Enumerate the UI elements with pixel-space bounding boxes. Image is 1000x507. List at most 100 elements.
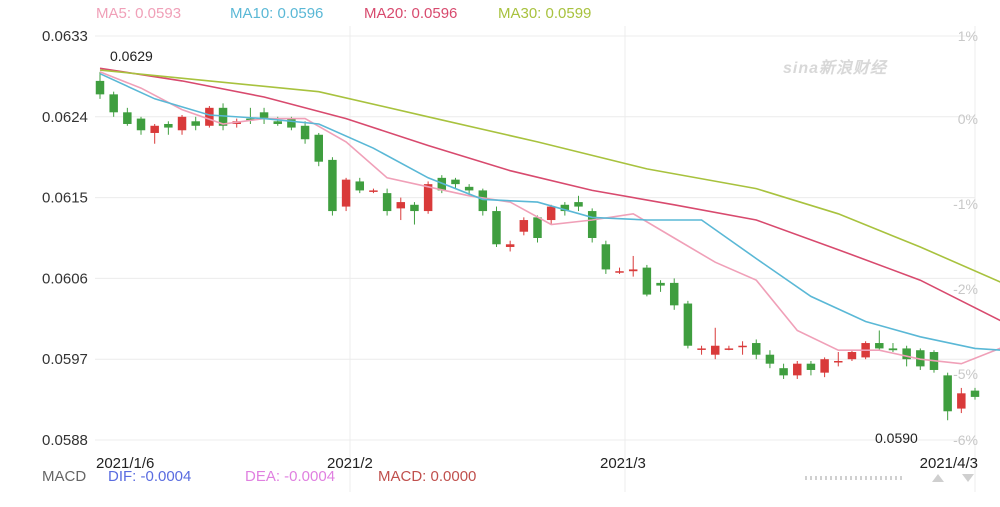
candle-body [218,107,228,126]
candle-body [123,112,132,124]
line-ma30 [99,69,1000,283]
candle-body [273,121,282,124]
candle-body [752,343,761,355]
line-ma20 [99,67,1000,322]
scroll-dot [885,476,887,480]
line-ma10 [99,72,1000,351]
candle-body [164,123,173,128]
scroll-dot [830,476,832,480]
candle-body [847,352,857,360]
percent-tick-label: 0% [958,111,978,127]
candle-body [136,118,146,131]
candle-body [341,179,351,207]
candle-body [560,204,570,212]
scroll-dot [870,476,872,480]
scroll-dot [815,476,817,480]
candle-body [150,125,159,133]
scroll-dot [875,476,877,480]
macd-dea-label: DEA: -0.0004 [245,468,336,485]
scroll-dot [840,476,842,480]
scroll-dot [835,476,837,480]
candle-body [710,345,720,355]
candle-body [724,348,734,350]
candle-body [628,269,638,272]
candle-body [957,393,966,409]
scroll-dot [880,476,882,480]
candle-body [642,267,652,295]
candle-body [806,363,816,370]
candle-body [191,121,200,126]
candle-body [369,190,378,192]
macd-title: MACD [42,468,87,485]
candle-body [328,159,337,212]
moving-average-lines [99,67,1000,365]
candle-body [546,206,556,221]
candle-body [656,282,665,286]
candle-body [355,181,365,191]
candle-body [396,202,406,209]
candle-body [820,359,829,373]
candle-body [410,204,419,212]
y-tick-label: 0.0624 [42,109,88,126]
candle-body [300,125,310,140]
chart-grid [95,26,976,492]
candle-body [875,343,884,349]
high-annotation: 0.0629 [110,48,153,64]
scroll-dot [805,476,807,480]
candle-body [533,217,542,238]
percent-tick-label: -5% [953,366,978,382]
candle-body [970,390,980,397]
candle-body [246,118,255,121]
candle-body [287,118,296,128]
candle-body [437,177,447,191]
scroll-dot [895,476,897,480]
y-tick-label: 0.0633 [42,28,88,45]
candle-body [478,190,488,212]
candle-body [519,220,529,232]
y-tick-label: 0.0597 [42,351,88,368]
candle-body [382,193,392,212]
candle-body [738,345,747,348]
line-ma5 [99,71,1000,365]
candle-body [205,107,214,126]
x-tick-label: 2021/1/6 [96,455,154,472]
candle-body [492,211,501,245]
percent-tick-label: 1% [958,28,978,44]
candle-body [615,271,624,273]
x-tick-label: 2021/4/3 [920,455,978,472]
legend-ma5: MA5: 0.0593 [96,5,182,22]
scroll-dot [810,476,812,480]
candle-body [902,348,911,360]
candle-body [765,354,775,364]
scroll-dot [845,476,847,480]
scroll-dot [850,476,852,480]
scroll-dot [865,476,867,480]
candle-series [95,71,980,421]
candle-body [697,348,706,350]
candle-body [834,360,843,363]
sina-watermark-logo: sina新浪财经 [783,60,888,77]
candle-body [505,244,515,247]
scroll-dot [820,476,822,480]
y-tick-label: 0.0606 [42,270,88,287]
candle-body [574,202,583,207]
legend-ma20: MA20: 0.0596 [364,5,458,22]
scroll-dot [890,476,892,480]
candle-body [314,134,323,162]
candle-body [683,303,693,346]
scroll-dot [900,476,902,480]
macd-value-label: MACD: 0.0000 [378,468,477,485]
candle-body [669,282,679,306]
candle-body [109,94,118,113]
scroll-dot [825,476,827,480]
candle-body [793,363,802,376]
candle-body [451,179,460,185]
scroll-dot [860,476,862,480]
candle-body [423,184,433,212]
candle-body [888,348,898,351]
y-tick-label: 0.0588 [42,432,88,449]
scroll-up-arrow [932,474,944,482]
candle-body [259,112,269,119]
low-annotation: 0.0590 [875,430,918,446]
